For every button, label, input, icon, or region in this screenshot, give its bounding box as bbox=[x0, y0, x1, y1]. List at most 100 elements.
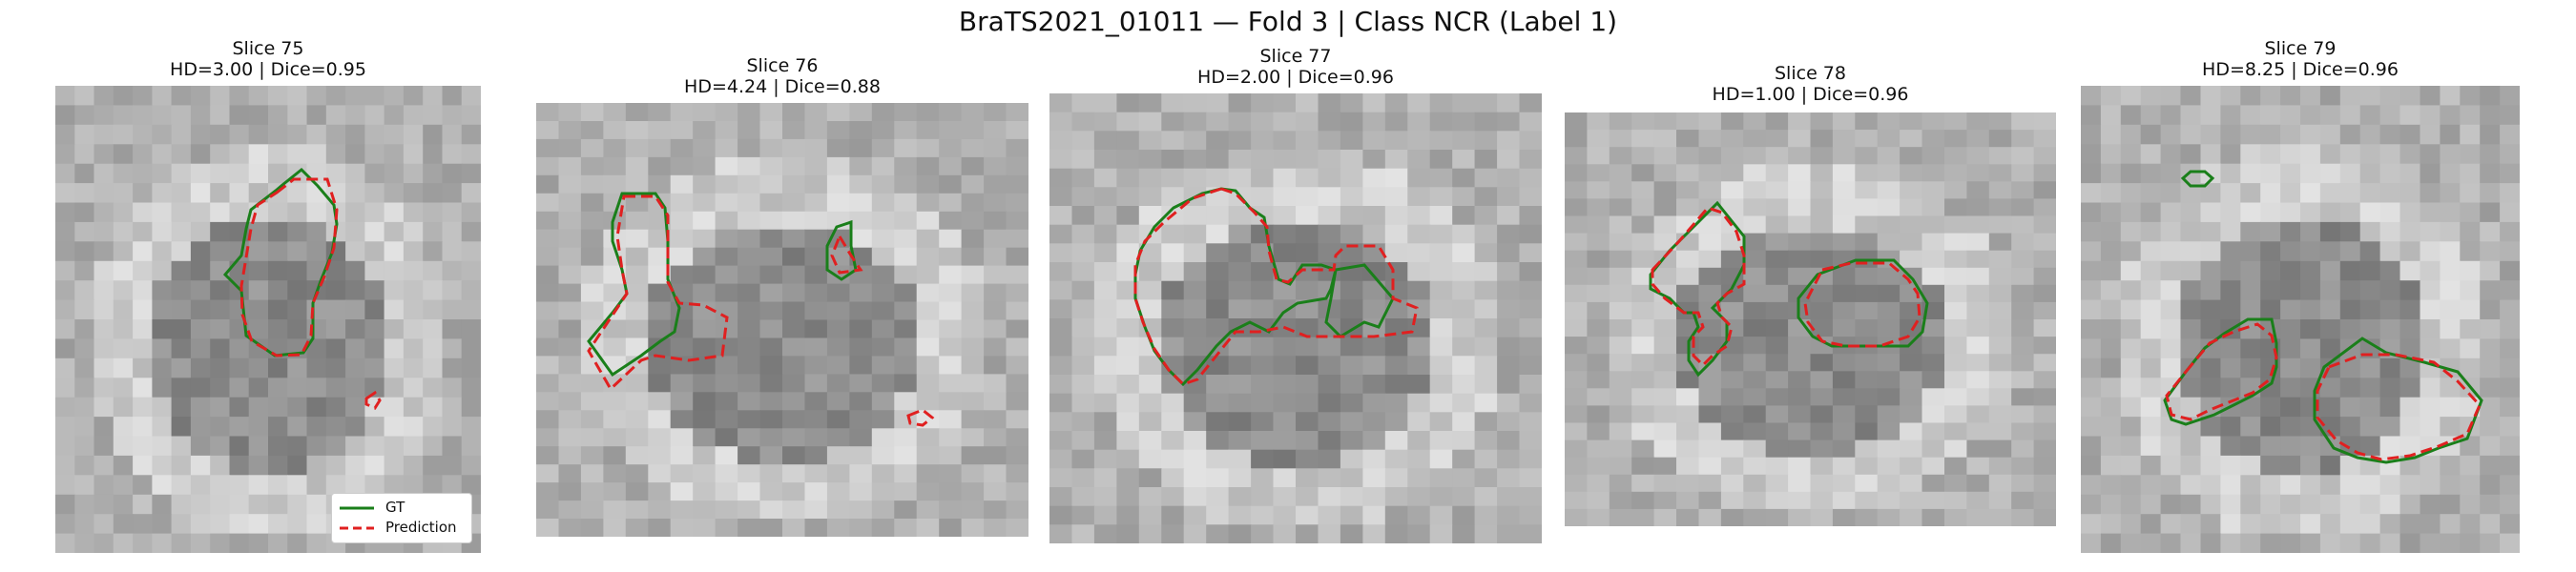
mri-pixel bbox=[1922, 422, 1945, 441]
mri-pixel bbox=[2300, 260, 2321, 281]
mri-pixel bbox=[849, 500, 873, 520]
mri-pixel bbox=[715, 500, 738, 520]
mri-pixel bbox=[2180, 378, 2201, 398]
mri-pixel bbox=[1116, 150, 1140, 170]
mri-pixel bbox=[1988, 354, 2012, 372]
mri-pixel bbox=[2011, 508, 2035, 526]
mri-pixel bbox=[248, 378, 269, 398]
mri-pixel bbox=[894, 519, 918, 537]
mri-pixel bbox=[2500, 202, 2520, 223]
mri-pixel bbox=[961, 138, 985, 158]
mri-pixel bbox=[2339, 202, 2361, 223]
mri-pixel bbox=[190, 417, 211, 438]
mri-pixel bbox=[580, 229, 604, 249]
mri-pixel bbox=[2220, 105, 2241, 126]
mri-pixel bbox=[1720, 422, 1744, 441]
mri-pixel bbox=[2339, 397, 2361, 418]
mri-pixel bbox=[2399, 436, 2420, 457]
mri-pixel bbox=[715, 229, 738, 249]
mri-pixel bbox=[2359, 494, 2381, 515]
mri-pixel bbox=[1251, 280, 1275, 300]
mri-pixel bbox=[2140, 183, 2162, 204]
mri-pixel bbox=[1810, 112, 1834, 131]
mri-pixel bbox=[1474, 150, 1498, 170]
mri-pixel bbox=[2120, 436, 2142, 457]
prediction-contour bbox=[587, 194, 935, 427]
mri-pixel bbox=[536, 356, 560, 375]
mri-pixel bbox=[849, 464, 873, 483]
mri-pixel bbox=[1452, 449, 1476, 469]
mri-pixel bbox=[345, 105, 365, 126]
mri-pixel bbox=[210, 183, 231, 204]
mri-pixel bbox=[1900, 301, 1923, 320]
mri-pixel bbox=[1071, 187, 1095, 207]
mri-pixel bbox=[1653, 439, 1677, 459]
mri-pixel bbox=[826, 174, 850, 194]
mri-pixel bbox=[306, 299, 327, 320]
mri-pixel bbox=[1071, 412, 1095, 432]
mri-pixel bbox=[1653, 354, 1677, 372]
mri-pixel bbox=[55, 338, 75, 359]
mri-pixel bbox=[1631, 508, 1655, 526]
mri-pixel bbox=[1587, 112, 1610, 131]
mri-pixel bbox=[2081, 163, 2102, 184]
mri-pixel bbox=[558, 103, 582, 122]
mri-pixel bbox=[2399, 280, 2420, 301]
mri-pixel bbox=[1698, 233, 1722, 252]
mri-pixel bbox=[804, 283, 828, 303]
mri-pixel bbox=[1922, 181, 1945, 199]
mri-pixel bbox=[1609, 422, 1632, 441]
mri-pixel bbox=[693, 410, 717, 429]
mri-pixel bbox=[1788, 508, 1812, 526]
mri-pixel bbox=[113, 514, 134, 535]
mri-pixel bbox=[93, 397, 114, 418]
mri-pixel bbox=[715, 156, 738, 176]
mri-pixel bbox=[152, 533, 173, 553]
mri-pixel bbox=[693, 174, 717, 194]
mri-pixel bbox=[1296, 468, 1319, 488]
mri-pixel bbox=[1765, 233, 1789, 252]
mri-pixel bbox=[2480, 455, 2501, 476]
mri-pixel bbox=[1006, 482, 1028, 501]
mri-pixel bbox=[2180, 319, 2201, 339]
mri-pixel bbox=[625, 283, 649, 303]
mri-pixel bbox=[1676, 439, 1699, 459]
mri-pixel bbox=[670, 482, 694, 501]
mri-pixel bbox=[1653, 215, 1677, 235]
mri-pixel bbox=[1743, 457, 1767, 476]
mri-pixel bbox=[1340, 187, 1363, 207]
mri-pixel bbox=[2300, 338, 2321, 359]
mri-pixel bbox=[1855, 233, 1879, 252]
mri-pixel bbox=[1006, 374, 1028, 393]
mri-pixel bbox=[1743, 284, 1767, 303]
mri-pixel bbox=[2100, 260, 2122, 281]
mri-pixel bbox=[1765, 267, 1789, 286]
mri-pixel bbox=[961, 103, 985, 122]
mri-pixel bbox=[1049, 206, 1073, 226]
mri-pixel bbox=[849, 482, 873, 501]
mri-pixel bbox=[403, 299, 424, 320]
mri-pixel bbox=[1071, 299, 1095, 319]
mri-pixel bbox=[1161, 337, 1185, 357]
mri-pixel bbox=[2280, 358, 2301, 378]
mri-pixel bbox=[113, 397, 134, 418]
mri-pixel bbox=[1497, 131, 1521, 151]
mri-pixel bbox=[782, 103, 806, 122]
mri-pixel bbox=[2399, 105, 2420, 126]
mri-pixel bbox=[1362, 206, 1386, 226]
mri-pixel bbox=[1049, 187, 1073, 207]
mri-pixel bbox=[1810, 233, 1834, 252]
mri-pixel bbox=[1206, 412, 1230, 432]
mri-pixel bbox=[1474, 299, 1498, 319]
mri-pixel bbox=[1183, 224, 1207, 244]
mri-pixel bbox=[1810, 181, 1834, 199]
mri-pixel bbox=[171, 105, 192, 126]
mri-pixel bbox=[1565, 337, 1588, 355]
mri-pixel bbox=[670, 138, 694, 158]
mri-slice-75-image bbox=[55, 86, 481, 553]
mri-pixel bbox=[737, 121, 761, 140]
mri-pixel bbox=[190, 163, 211, 184]
mri-pixel bbox=[152, 280, 173, 301]
mri-pixel bbox=[603, 283, 627, 303]
mri-pixel bbox=[1093, 524, 1117, 543]
